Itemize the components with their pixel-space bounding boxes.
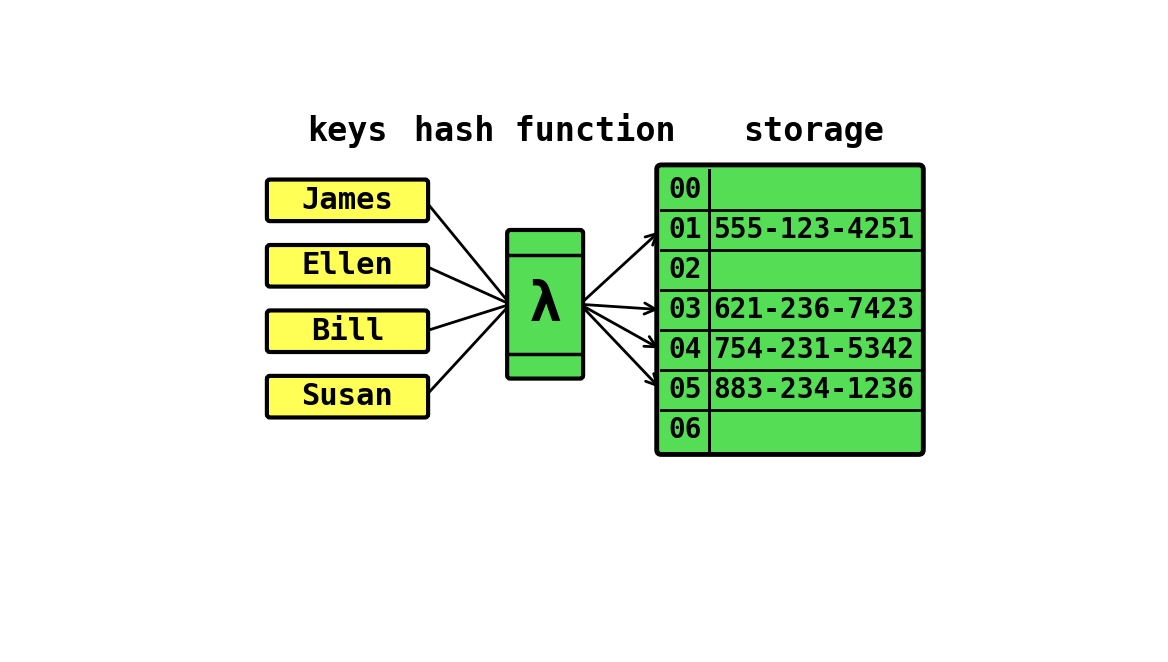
FancyBboxPatch shape [267, 310, 429, 352]
Text: 01: 01 [668, 216, 702, 244]
Text: hash function: hash function [415, 115, 676, 148]
FancyBboxPatch shape [267, 376, 429, 418]
Text: Susan: Susan [301, 382, 394, 411]
Text: James: James [301, 186, 394, 215]
Text: Ellen: Ellen [301, 252, 394, 280]
Text: 04: 04 [668, 336, 702, 363]
Text: 05: 05 [668, 376, 702, 404]
Text: 621-236-7423: 621-236-7423 [714, 296, 915, 324]
Text: keys: keys [307, 115, 388, 148]
Text: Bill: Bill [311, 316, 384, 346]
Text: λ: λ [528, 278, 562, 331]
FancyBboxPatch shape [267, 245, 429, 287]
FancyBboxPatch shape [507, 230, 583, 379]
Text: 883-234-1236: 883-234-1236 [714, 376, 915, 404]
Text: 06: 06 [668, 416, 702, 444]
FancyBboxPatch shape [267, 179, 429, 221]
Text: 555-123-4251: 555-123-4251 [714, 216, 915, 244]
FancyBboxPatch shape [656, 165, 924, 454]
Text: 00: 00 [668, 175, 702, 203]
Text: storage: storage [744, 115, 884, 148]
Text: 754-231-5342: 754-231-5342 [714, 336, 915, 363]
Text: 02: 02 [668, 256, 702, 283]
Text: 03: 03 [668, 296, 702, 324]
